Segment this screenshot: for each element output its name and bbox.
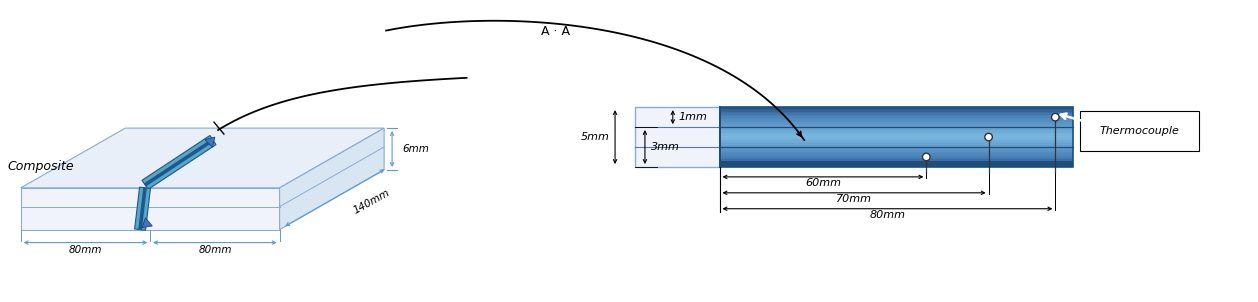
Polygon shape [279,128,384,230]
Bar [720,129,1073,131]
Polygon shape [142,136,216,189]
Text: 3mm: 3mm [650,142,679,152]
Polygon shape [142,218,152,228]
Bar [720,159,1073,161]
Bar [720,158,1073,159]
Text: 1mm: 1mm [679,112,708,122]
Bar [720,165,1073,167]
Bar [720,147,1073,149]
Bar [720,122,1073,124]
Polygon shape [21,128,384,188]
Bar [720,143,1073,145]
Bar [720,131,1073,133]
Text: 6mm: 6mm [403,144,429,154]
Bar [720,156,1073,158]
Polygon shape [21,188,279,230]
Bar [720,149,1073,150]
Bar [720,107,1073,109]
Bar [720,113,1073,115]
Bar [720,114,1073,116]
Bar [720,138,1073,140]
Bar [720,144,1073,146]
Text: 80mm: 80mm [199,245,231,255]
Text: Thermocouple: Thermocouple [1099,126,1180,136]
Bar [720,161,1073,167]
Bar [720,164,1073,165]
Bar [720,116,1073,118]
Text: 5mm: 5mm [581,132,610,142]
Bar [720,140,1073,142]
Text: 70mm: 70mm [837,194,872,204]
Text: 140mm: 140mm [352,188,392,216]
Text: 60mm: 60mm [805,178,840,188]
Bar [720,127,1073,128]
Bar [720,132,1073,134]
FancyBboxPatch shape [1079,111,1199,151]
Bar [720,152,1073,153]
Bar [720,153,1073,155]
Bar [720,110,1073,112]
Circle shape [1052,113,1059,121]
Bar [720,120,1073,122]
Circle shape [922,153,930,161]
Polygon shape [145,139,214,186]
Text: A · A: A · A [541,24,570,37]
Bar [720,124,1073,125]
Bar [720,141,1073,143]
Text: 80mm: 80mm [69,245,102,255]
Text: 80mm: 80mm [869,210,906,220]
Bar [720,108,1073,110]
Bar [720,135,1073,137]
Bar [720,155,1073,156]
Bar [720,119,1073,120]
Bar [720,146,1073,147]
Bar [720,137,1073,139]
Text: Composite: Composite [8,160,74,173]
Bar [720,117,1073,119]
Polygon shape [205,137,215,147]
Bar [720,150,1073,152]
Bar [720,128,1073,130]
Polygon shape [635,107,720,167]
Bar [720,162,1073,164]
Bar [720,107,1073,167]
Polygon shape [135,187,151,230]
Bar [720,125,1073,127]
Circle shape [985,133,993,141]
Polygon shape [138,188,147,230]
Bar [720,134,1073,136]
Bar [720,161,1073,162]
Bar [720,111,1073,113]
